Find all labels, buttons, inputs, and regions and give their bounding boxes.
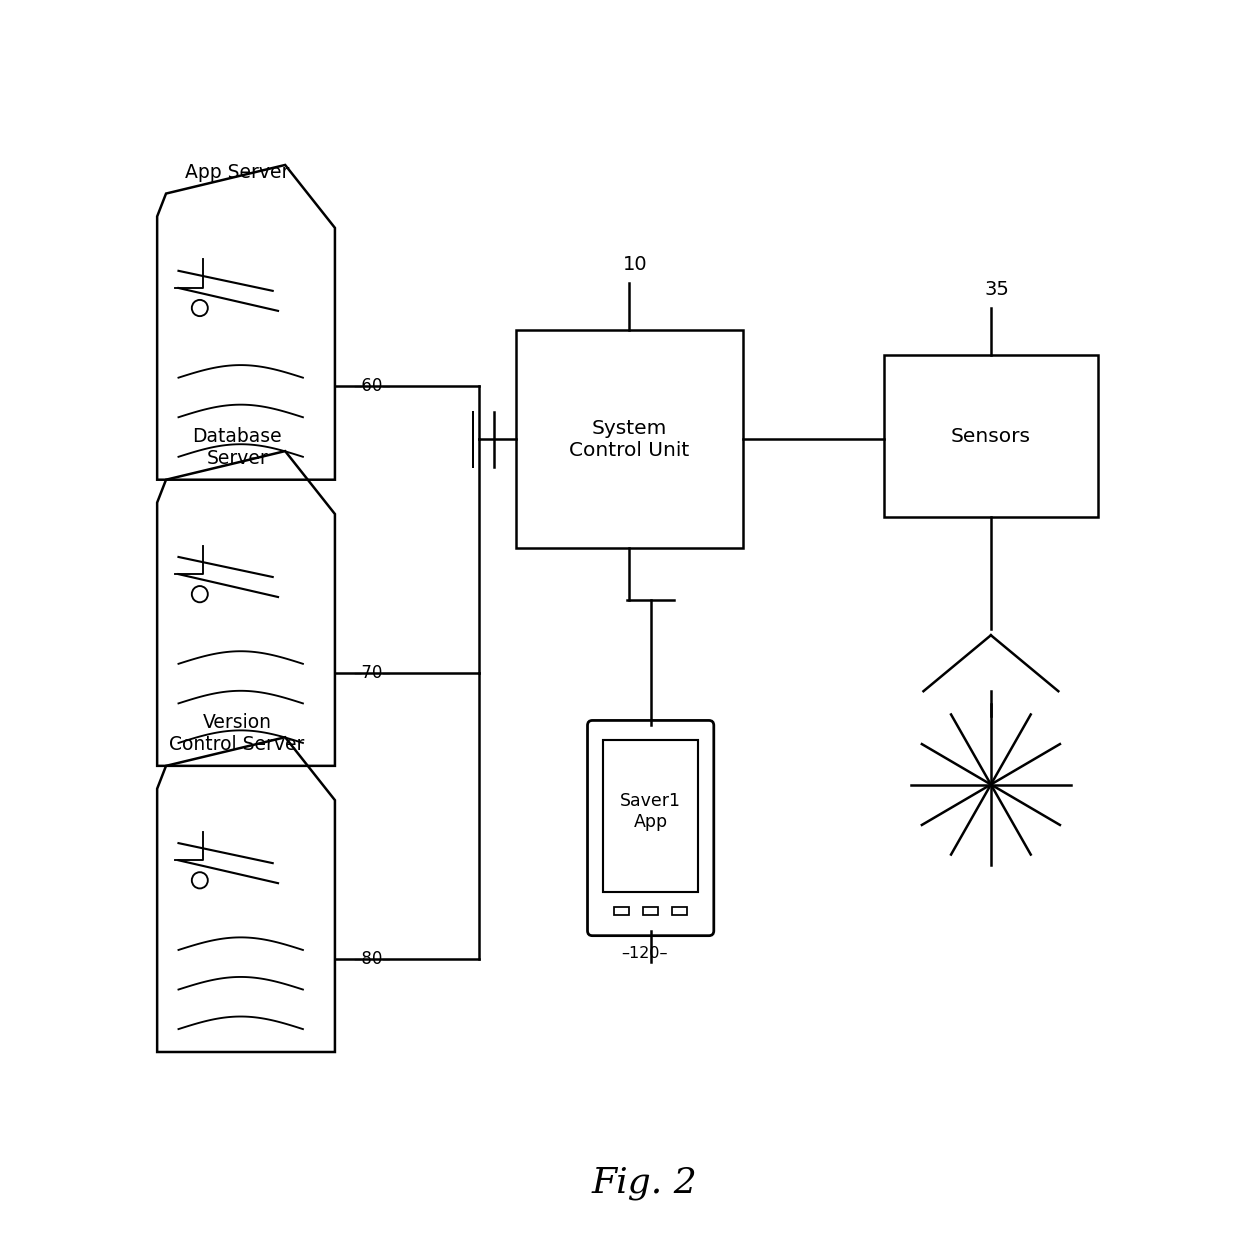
Text: Saver1
App: Saver1 App <box>620 793 681 832</box>
Bar <box>644 907 658 916</box>
Text: 35: 35 <box>985 281 1009 299</box>
Text: Fig. 2: Fig. 2 <box>591 1166 697 1200</box>
Bar <box>672 907 687 916</box>
Text: –70–: –70– <box>353 663 391 682</box>
Text: –60–: –60– <box>353 377 391 395</box>
Bar <box>884 355 1099 517</box>
Bar <box>614 907 629 916</box>
Bar <box>516 331 743 548</box>
Text: –120–: –120– <box>621 946 668 961</box>
Text: –80–: –80– <box>353 950 391 967</box>
Text: Sensors: Sensors <box>951 426 1030 445</box>
Text: App Server: App Server <box>185 164 289 182</box>
Text: Database
Server: Database Server <box>192 428 281 468</box>
Bar <box>603 740 698 892</box>
Text: Version
Control Server: Version Control Server <box>170 713 305 755</box>
Text: System
Control Unit: System Control Unit <box>569 419 689 459</box>
Text: 10: 10 <box>622 255 647 274</box>
